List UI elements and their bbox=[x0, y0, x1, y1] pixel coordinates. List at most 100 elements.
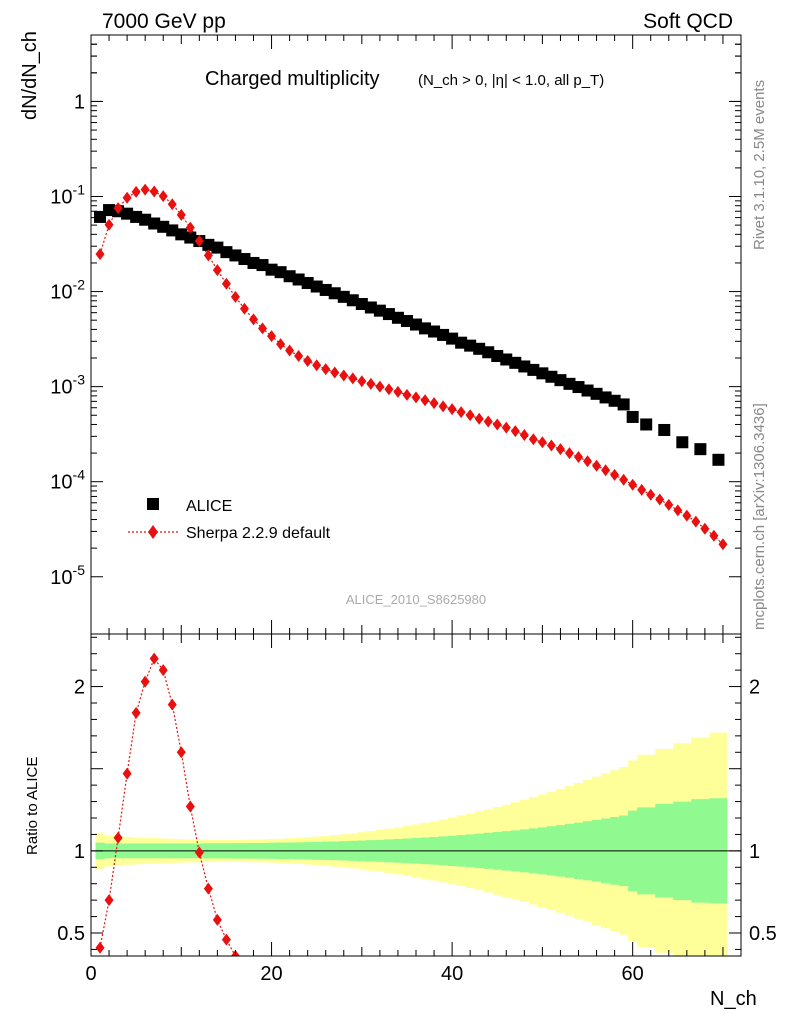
sherpa-point bbox=[285, 344, 295, 357]
legend-label-alice: ALICE bbox=[186, 498, 232, 515]
sherpa-point bbox=[339, 369, 349, 382]
alice-point bbox=[319, 283, 332, 296]
legend-marker-sherpa bbox=[148, 525, 158, 539]
ratio-data bbox=[95, 652, 240, 956]
alice-point bbox=[437, 328, 450, 341]
sherpa-point bbox=[691, 515, 701, 528]
ratio-ytick-label-left: 1 bbox=[74, 841, 85, 863]
sherpa-point bbox=[537, 436, 547, 449]
sherpa-point bbox=[682, 509, 692, 522]
ratio-ticks: 0.5 0.51 12 20 20 40 60 bbox=[57, 634, 777, 985]
sherpa-point bbox=[420, 394, 430, 407]
alice-point bbox=[274, 266, 287, 279]
sherpa-point bbox=[384, 383, 394, 396]
alice-point bbox=[382, 308, 395, 321]
sherpa-point bbox=[610, 468, 620, 481]
alice-point bbox=[491, 350, 504, 363]
ratio-sherpa-point bbox=[176, 746, 186, 759]
main-ytick-label: 10-3 bbox=[50, 372, 85, 399]
sherpa-point bbox=[628, 478, 638, 491]
xtick-label: 40 bbox=[441, 963, 463, 985]
sherpa-point bbox=[655, 493, 665, 506]
sherpa-point bbox=[366, 377, 376, 390]
ratio-sherpa-point bbox=[140, 675, 150, 688]
ratio-sherpa-point bbox=[122, 767, 132, 780]
alice-point bbox=[265, 263, 278, 276]
side-text-lower: mcplots.cern.ch [arXiv:1306.3436] bbox=[751, 403, 768, 630]
ratio-ytick-label-left: 2 bbox=[74, 677, 85, 699]
alice-point bbox=[518, 360, 531, 373]
alice-point bbox=[509, 356, 522, 369]
sherpa-point bbox=[167, 198, 177, 211]
sherpa-point bbox=[465, 409, 475, 422]
alice-point bbox=[184, 231, 197, 244]
sherpa-point bbox=[203, 249, 213, 262]
sherpa-point bbox=[574, 450, 583, 463]
sherpa-point bbox=[95, 248, 105, 261]
sherpa-point bbox=[357, 375, 367, 388]
alice-point bbox=[554, 374, 567, 387]
ratio-sherpa-point bbox=[95, 941, 105, 954]
sherpa-point bbox=[158, 190, 168, 203]
alice-point bbox=[391, 311, 404, 324]
alice-point bbox=[608, 394, 621, 407]
main-ytick-label: 10-5 bbox=[50, 562, 85, 589]
alice-point bbox=[292, 273, 305, 286]
sherpa-point bbox=[474, 412, 484, 425]
sherpa-point bbox=[321, 363, 331, 376]
ratio-sherpa-point bbox=[185, 800, 195, 813]
alice-point bbox=[563, 377, 576, 390]
sherpa-point bbox=[249, 313, 258, 326]
alice-point bbox=[446, 332, 459, 345]
side-text-upper: Rivet 3.1.10, 2.5M events bbox=[751, 80, 768, 250]
sherpa-point bbox=[104, 218, 114, 231]
main-ytick-label: 1 bbox=[74, 91, 85, 113]
alice-point bbox=[572, 381, 585, 394]
sherpa-point bbox=[592, 459, 602, 472]
main-ytick-label: 10-1 bbox=[50, 182, 85, 209]
sherpa-point bbox=[619, 473, 629, 486]
alice-point bbox=[545, 370, 558, 383]
alice-point bbox=[94, 210, 107, 223]
sherpa-point bbox=[718, 538, 728, 551]
alice-point bbox=[590, 387, 603, 400]
alice-point bbox=[175, 228, 188, 241]
ratio-ytick-label-right: 2 bbox=[749, 677, 760, 699]
sherpa-point bbox=[555, 443, 565, 456]
sherpa-point bbox=[411, 391, 421, 404]
main-title: Charged multiplicity bbox=[205, 68, 380, 90]
sherpa-point bbox=[510, 425, 520, 438]
alice-point bbox=[640, 418, 653, 431]
sherpa-point bbox=[429, 397, 439, 410]
alice-point bbox=[694, 443, 707, 456]
alice-point bbox=[283, 270, 296, 283]
ratio-sherpa-line bbox=[99, 657, 236, 956]
alice-point bbox=[581, 384, 594, 397]
sherpa-point bbox=[303, 355, 313, 368]
alice-point bbox=[536, 367, 549, 380]
sherpa-point bbox=[519, 428, 529, 441]
alice-point bbox=[473, 342, 486, 355]
alice-point bbox=[328, 287, 341, 300]
ratio-sherpa-point bbox=[113, 831, 123, 844]
sherpa-point bbox=[646, 488, 656, 501]
header-left: 7000 GeV pp bbox=[102, 10, 226, 33]
alice-point bbox=[256, 259, 269, 272]
watermark: ALICE_2010_S8625980 bbox=[346, 592, 486, 607]
ratio-series bbox=[95, 652, 240, 956]
alice-point bbox=[658, 423, 671, 436]
sherpa-point bbox=[637, 483, 647, 496]
alice-point bbox=[202, 238, 215, 251]
main-panel: 10-5 10-4 10-3 10-2 10-1 1 Charged multiplici… bbox=[19, 31, 742, 635]
sherpa-point bbox=[312, 359, 322, 372]
sherpa-point bbox=[276, 338, 286, 351]
sherpa-point bbox=[402, 388, 412, 401]
ratio-sherpa-point bbox=[104, 894, 114, 907]
sherpa-point bbox=[212, 264, 222, 277]
main-subtitle: (N_ch > 0, |η| < 1.0, all p_T) bbox=[418, 72, 604, 89]
ratio-panel: 0.5 0.51 12 20 20 40 60 Ratio to ALICE N_ch bbox=[24, 633, 777, 1010]
alice-point bbox=[229, 249, 242, 262]
sherpa-point bbox=[294, 350, 304, 363]
ratio-ytick-label-left: 0.5 bbox=[57, 923, 85, 945]
